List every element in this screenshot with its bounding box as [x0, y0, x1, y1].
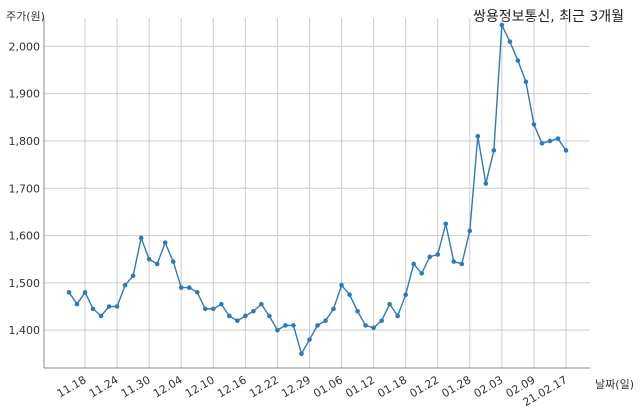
data-point: [90, 306, 96, 312]
data-point: [106, 304, 112, 309]
data-point: [347, 292, 352, 297]
data-point: [379, 318, 384, 324]
data-point: [291, 323, 296, 328]
axes: 1,400 1,500 1,600 1,700 1,800 1,900 2,000 11.18…: [9, 18, 590, 409]
chart-title: 쌍용정보통신, 최근 3개월: [472, 9, 624, 25]
data-point: [82, 290, 88, 295]
data-point: [202, 306, 208, 312]
y-tick-label: 1,800: [9, 135, 41, 148]
x-tick-label: 11.30: [119, 373, 153, 400]
data-point: [66, 290, 72, 295]
data-point: [122, 282, 128, 288]
data-point: [323, 318, 328, 324]
data-point: [186, 285, 192, 290]
x-tick-label: 01.12: [343, 373, 377, 400]
data-point: [363, 323, 368, 328]
data-point: [162, 240, 168, 245]
series: [66, 22, 569, 357]
x-tick-label: 01.28: [440, 373, 474, 400]
data-point: [307, 337, 312, 342]
data-point: [467, 228, 473, 234]
data-point: [555, 136, 561, 141]
data-point: [283, 323, 288, 328]
data-point: [170, 259, 176, 264]
data-point: [275, 327, 280, 333]
x-tick-label: 12.22: [247, 373, 281, 400]
data-point: [531, 122, 537, 127]
y-tick-label: 1,400: [9, 324, 41, 337]
x-tick-label: 11.24: [87, 373, 121, 400]
data-point: [547, 138, 553, 144]
x-tick-label: 01.06: [311, 373, 345, 400]
x-tick-label: 12.16: [215, 373, 249, 400]
data-point: [443, 221, 449, 227]
data-point: [259, 301, 264, 307]
y-tick-label: 1,700: [9, 182, 41, 195]
y-tick-label: 1,900: [9, 88, 41, 101]
data-point: [355, 308, 360, 314]
data-point: [315, 323, 320, 328]
data-point: [331, 306, 336, 312]
data-point: [371, 325, 376, 331]
data-point: [507, 39, 513, 44]
x-tick-label: 11.18: [55, 373, 89, 400]
data-point: [146, 256, 152, 262]
data-point: [475, 133, 481, 139]
x-tick-label: 12.04: [151, 373, 185, 400]
x-tick-label: 02.03: [472, 373, 506, 400]
x-tick-label: 12.29: [279, 373, 313, 400]
data-point: [114, 304, 120, 309]
x-tick-label: 01.18: [375, 373, 409, 400]
data-point: [419, 271, 425, 276]
data-point: [227, 313, 232, 319]
data-point: [395, 313, 400, 319]
grid: [44, 18, 590, 368]
series-line: [68, 22, 567, 356]
data-point: [451, 259, 457, 264]
data-point: [98, 313, 104, 319]
y-tick-label: 2,000: [9, 40, 41, 53]
data-point: [499, 22, 505, 28]
data-point: [299, 351, 304, 357]
data-point: [74, 301, 80, 307]
data-point: [178, 285, 184, 290]
data-point: [483, 181, 489, 186]
data-point: [267, 313, 272, 319]
data-point: [515, 58, 521, 63]
data-point: [194, 290, 200, 295]
data-point: [210, 306, 216, 312]
data-point: [387, 301, 392, 307]
data-point: [154, 261, 160, 267]
data-point: [411, 261, 416, 267]
x-tick-label: 12.10: [183, 373, 217, 400]
data-point: [491, 148, 497, 153]
data-point: [427, 254, 433, 260]
data-point: [435, 252, 441, 257]
x-tick-label: 01.22: [407, 373, 441, 400]
data-point: [251, 308, 256, 314]
data-point: [539, 141, 545, 146]
data-point: [243, 313, 248, 319]
y-tick-label: 1,600: [9, 230, 41, 243]
data-point: [563, 148, 569, 153]
y-tick-label: 1,500: [9, 277, 41, 290]
y-axis-label: 주가(원): [6, 10, 45, 23]
data-point: [459, 261, 465, 267]
data-point: [523, 79, 529, 85]
data-point: [339, 282, 344, 288]
data-point: [235, 318, 240, 324]
data-point: [403, 292, 408, 297]
data-point: [219, 301, 224, 307]
data-point: [130, 273, 136, 279]
data-point: [138, 235, 144, 241]
x-axis-label: 날짜(일): [595, 378, 634, 391]
